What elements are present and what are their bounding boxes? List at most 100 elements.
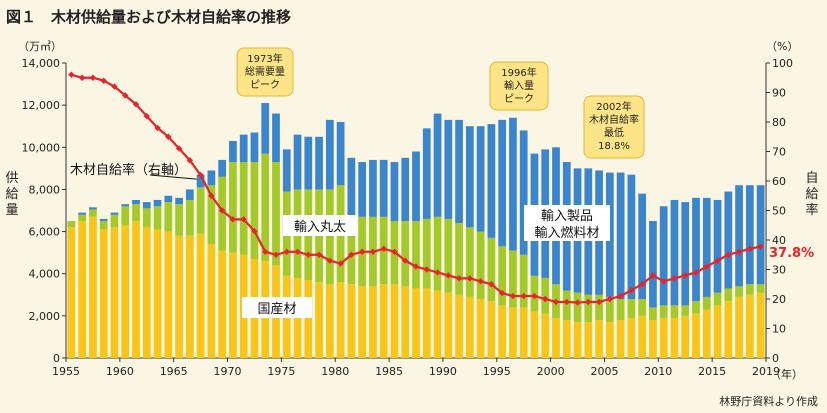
bar-segment <box>229 162 237 253</box>
bar-segment <box>670 199 679 306</box>
rate-marker <box>746 245 754 253</box>
bar-segment <box>455 223 463 295</box>
bar-segment <box>627 174 636 299</box>
bar-segment <box>78 221 87 358</box>
bar-segment <box>487 124 496 238</box>
bar-segment <box>713 292 722 306</box>
rate-marker <box>498 289 506 297</box>
rate-marker <box>100 77 107 84</box>
bar-segment <box>692 197 700 302</box>
bar-segment <box>175 197 183 205</box>
bar-segment <box>67 221 76 228</box>
right-tick-label: 10 <box>772 323 786 336</box>
rate-marker <box>111 83 118 90</box>
bar-segment <box>519 254 528 308</box>
rate-marker <box>542 295 549 303</box>
bar-segment <box>121 204 130 207</box>
bar-segment <box>185 235 194 358</box>
right-axis-unit: （%） <box>766 40 798 53</box>
bar-segment <box>325 119 334 190</box>
right-tick-label: 90 <box>772 87 786 100</box>
bar-segment <box>595 294 603 321</box>
bar-segment <box>444 119 453 219</box>
rate-marker <box>595 298 603 306</box>
right-tick-label: 80 <box>772 116 786 129</box>
bar-segment <box>412 288 420 358</box>
chart-title: 図１ 木材供給量および木材自給率の推移 <box>6 8 291 26</box>
bar-segment <box>78 212 87 215</box>
bar-segment <box>196 233 205 358</box>
rate-marker <box>455 275 463 282</box>
bar-segment <box>659 317 668 358</box>
bar-segment <box>347 157 356 217</box>
rate-marker <box>466 275 474 282</box>
rate-marker <box>251 227 258 235</box>
bar-segment <box>541 313 550 358</box>
bar-segment <box>638 299 647 316</box>
bar-segment <box>465 126 474 228</box>
bar-segment <box>519 130 528 255</box>
bar-segment <box>573 322 582 358</box>
bar-segment <box>272 162 280 266</box>
bar-segment <box>142 227 151 358</box>
rate-marker <box>262 248 269 255</box>
bar-segment <box>369 159 377 217</box>
bar-segment <box>358 286 367 358</box>
bar-segment <box>627 317 636 358</box>
bar-segment <box>465 227 474 297</box>
bar-segment <box>304 280 313 358</box>
bar-segment <box>390 162 399 222</box>
right-tick-label: 100 <box>772 57 793 70</box>
rate-marker <box>369 248 377 255</box>
rate-marker <box>520 292 527 300</box>
callout-box <box>489 61 549 111</box>
bar-segment <box>659 305 668 318</box>
bar-segment <box>702 309 711 358</box>
rate-marker <box>606 295 614 303</box>
rate-marker <box>423 266 430 273</box>
import-product-label: 輸入製品 <box>541 209 593 224</box>
bar-segment <box>315 136 323 190</box>
rate-marker <box>337 260 344 267</box>
rate-marker <box>197 171 204 179</box>
rate-marker <box>692 269 700 276</box>
bar-segment <box>412 151 420 222</box>
bar-segment <box>153 199 162 207</box>
callout-line: 18.8% <box>598 141 630 152</box>
rate-marker <box>628 286 635 294</box>
bar-segment <box>433 290 442 358</box>
bar-segment <box>401 157 410 222</box>
bar-segment <box>616 320 625 358</box>
import-log-label-bg <box>283 215 357 236</box>
rate-marker <box>391 248 398 255</box>
domestic-label: 国産材 <box>257 301 296 317</box>
right-tick-label: 0 <box>772 352 779 365</box>
rate-marker <box>488 281 495 288</box>
bar-segment <box>756 284 765 293</box>
bar-segment <box>99 221 108 230</box>
x-tick-label: 2015 <box>698 365 726 378</box>
bar-segment <box>595 320 603 358</box>
bar-segment <box>110 214 119 228</box>
x-tick-label: 1955 <box>52 365 80 378</box>
bar-segment <box>584 322 593 358</box>
x-tick-label: 1990 <box>429 365 457 378</box>
rate-label-leader <box>149 174 197 180</box>
rate-marker <box>412 263 420 270</box>
rate-marker <box>283 248 290 255</box>
left-tick-label: 4,000 <box>29 268 61 281</box>
callout-line: 総需要量 <box>245 65 285 78</box>
bar-segment <box>498 246 507 306</box>
rate-marker <box>735 248 743 255</box>
bar-segment <box>756 185 765 285</box>
rate-series-label: 木材自給率（右軸） <box>70 162 187 178</box>
rate-marker <box>143 112 150 120</box>
bar-segment <box>735 185 743 287</box>
bar-segment <box>670 317 679 358</box>
left-axis-unit: （万㎥） <box>18 40 62 53</box>
bar-segment <box>229 140 237 163</box>
rate-marker <box>434 269 441 276</box>
axis-label-text: 供給量 <box>5 171 18 218</box>
bar-segment <box>649 221 657 308</box>
bar-segment <box>99 229 108 358</box>
